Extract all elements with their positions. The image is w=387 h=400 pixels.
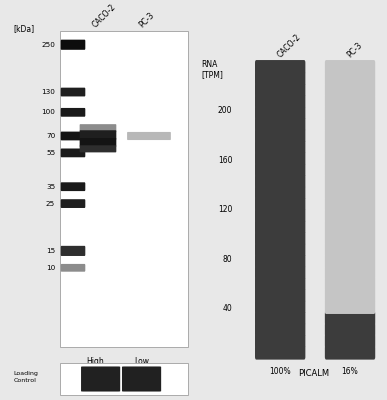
- Text: CACO-2: CACO-2: [91, 2, 118, 30]
- FancyBboxPatch shape: [255, 106, 305, 120]
- FancyBboxPatch shape: [325, 128, 375, 143]
- FancyBboxPatch shape: [255, 151, 305, 166]
- FancyBboxPatch shape: [61, 199, 85, 208]
- Text: 70: 70: [46, 133, 55, 139]
- FancyBboxPatch shape: [325, 288, 375, 302]
- FancyBboxPatch shape: [255, 128, 305, 143]
- FancyBboxPatch shape: [325, 186, 375, 200]
- FancyBboxPatch shape: [255, 197, 305, 211]
- FancyBboxPatch shape: [255, 220, 305, 234]
- Text: 25: 25: [46, 200, 55, 206]
- FancyBboxPatch shape: [325, 231, 375, 246]
- FancyBboxPatch shape: [255, 311, 305, 325]
- FancyBboxPatch shape: [325, 322, 375, 337]
- FancyBboxPatch shape: [80, 130, 116, 140]
- FancyBboxPatch shape: [325, 151, 375, 166]
- Text: 250: 250: [41, 42, 55, 48]
- FancyBboxPatch shape: [255, 72, 305, 86]
- FancyBboxPatch shape: [255, 140, 305, 154]
- FancyBboxPatch shape: [325, 117, 375, 132]
- FancyBboxPatch shape: [61, 108, 85, 117]
- FancyBboxPatch shape: [255, 243, 305, 257]
- FancyBboxPatch shape: [325, 72, 375, 86]
- FancyBboxPatch shape: [122, 366, 161, 392]
- FancyBboxPatch shape: [255, 186, 305, 200]
- FancyBboxPatch shape: [61, 182, 85, 191]
- FancyBboxPatch shape: [80, 138, 116, 147]
- FancyBboxPatch shape: [255, 94, 305, 108]
- FancyBboxPatch shape: [255, 345, 305, 360]
- Text: 100%: 100%: [269, 367, 291, 376]
- Text: 100: 100: [41, 109, 55, 115]
- FancyBboxPatch shape: [255, 300, 305, 314]
- FancyBboxPatch shape: [61, 132, 85, 140]
- FancyBboxPatch shape: [61, 40, 85, 50]
- FancyBboxPatch shape: [255, 266, 305, 280]
- FancyBboxPatch shape: [325, 83, 375, 97]
- Text: PC-3: PC-3: [137, 11, 156, 30]
- FancyBboxPatch shape: [61, 88, 85, 96]
- FancyBboxPatch shape: [325, 60, 375, 74]
- Text: Loading
Control: Loading Control: [14, 372, 38, 383]
- FancyBboxPatch shape: [61, 148, 85, 157]
- Text: 15: 15: [46, 248, 55, 254]
- FancyBboxPatch shape: [255, 231, 305, 246]
- FancyBboxPatch shape: [255, 334, 305, 348]
- Text: 120: 120: [218, 205, 232, 214]
- FancyBboxPatch shape: [325, 300, 375, 314]
- FancyBboxPatch shape: [325, 197, 375, 211]
- FancyBboxPatch shape: [325, 94, 375, 108]
- Text: 10: 10: [46, 265, 55, 271]
- FancyBboxPatch shape: [255, 254, 305, 268]
- FancyBboxPatch shape: [325, 106, 375, 120]
- Text: PC-3: PC-3: [346, 41, 364, 60]
- FancyBboxPatch shape: [325, 163, 375, 177]
- Text: RNA
[TPM]: RNA [TPM]: [201, 60, 223, 79]
- FancyBboxPatch shape: [255, 208, 305, 223]
- FancyBboxPatch shape: [255, 117, 305, 132]
- FancyBboxPatch shape: [255, 288, 305, 302]
- FancyBboxPatch shape: [80, 124, 116, 132]
- Text: 16%: 16%: [342, 367, 358, 376]
- FancyBboxPatch shape: [255, 322, 305, 337]
- Text: 130: 130: [41, 89, 55, 95]
- FancyBboxPatch shape: [325, 140, 375, 154]
- Text: 160: 160: [218, 156, 232, 165]
- FancyBboxPatch shape: [325, 345, 375, 360]
- FancyBboxPatch shape: [127, 132, 171, 140]
- FancyBboxPatch shape: [255, 83, 305, 97]
- Text: High: High: [87, 357, 104, 366]
- FancyBboxPatch shape: [61, 264, 85, 272]
- Text: 40: 40: [223, 304, 232, 313]
- FancyBboxPatch shape: [60, 31, 188, 347]
- Text: Low: Low: [134, 357, 149, 366]
- FancyBboxPatch shape: [325, 266, 375, 280]
- FancyBboxPatch shape: [255, 163, 305, 177]
- Text: PICALM: PICALM: [298, 369, 329, 378]
- FancyBboxPatch shape: [255, 174, 305, 188]
- FancyBboxPatch shape: [61, 246, 85, 256]
- FancyBboxPatch shape: [255, 277, 305, 291]
- FancyBboxPatch shape: [60, 363, 188, 395]
- FancyBboxPatch shape: [325, 277, 375, 291]
- Text: 35: 35: [46, 184, 55, 190]
- FancyBboxPatch shape: [325, 174, 375, 188]
- FancyBboxPatch shape: [325, 208, 375, 223]
- FancyBboxPatch shape: [325, 243, 375, 257]
- Text: CACO-2: CACO-2: [276, 33, 303, 60]
- FancyBboxPatch shape: [325, 311, 375, 325]
- FancyBboxPatch shape: [325, 334, 375, 348]
- Text: [kDa]: [kDa]: [14, 24, 34, 34]
- Text: 200: 200: [218, 106, 232, 116]
- FancyBboxPatch shape: [80, 145, 116, 152]
- FancyBboxPatch shape: [255, 60, 305, 74]
- Text: 80: 80: [223, 255, 232, 264]
- FancyBboxPatch shape: [325, 254, 375, 268]
- FancyBboxPatch shape: [325, 220, 375, 234]
- Text: 55: 55: [46, 150, 55, 156]
- FancyBboxPatch shape: [81, 366, 120, 392]
